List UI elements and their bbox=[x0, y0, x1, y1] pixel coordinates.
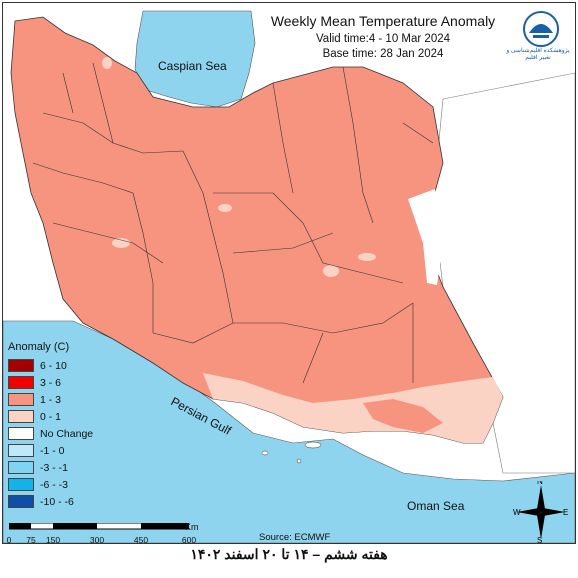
base-time: Base time: 28 Jan 2024 bbox=[322, 48, 444, 60]
iran-anomaly-1-3-pocket bbox=[363, 399, 443, 433]
scale-label: 0 bbox=[6, 535, 12, 544]
legend-label: 3 - 6 bbox=[40, 376, 62, 389]
legend-label: -6 - -3 bbox=[40, 478, 69, 491]
legend-title: Anomaly (C) bbox=[8, 341, 70, 353]
legend-swatch bbox=[8, 444, 34, 457]
spot-0-1-a bbox=[218, 204, 232, 212]
scale-label: 75 bbox=[26, 535, 36, 544]
legend-label: 0 - 1 bbox=[40, 410, 62, 423]
legend-swatch bbox=[8, 410, 34, 423]
legend-row: -3 - -1 bbox=[8, 459, 98, 476]
compass-w: W bbox=[513, 508, 521, 517]
legend-row: 1 - 3 bbox=[8, 391, 98, 408]
compass-e: E bbox=[563, 508, 568, 517]
legend-row: -10 - -6 bbox=[8, 493, 98, 510]
gulf-islands bbox=[261, 441, 322, 464]
legend-label: No Change bbox=[40, 427, 94, 440]
legend: Anomaly (C) 6 - 10 3 - 6 1 - 3 0 - 1 No Chan… bbox=[8, 341, 98, 510]
scale-label: 300 bbox=[89, 535, 105, 544]
legend-label: -1 - 0 bbox=[40, 444, 65, 457]
spot-0-1-b bbox=[112, 238, 130, 248]
province-boundaries bbox=[32, 62, 434, 384]
spot-0-1-d bbox=[358, 253, 376, 261]
scale-labels: 0 75 150 300 450 600 bbox=[3, 535, 203, 544]
oman-sea-label: Oman Sea bbox=[407, 499, 465, 513]
legend-swatch bbox=[8, 495, 34, 508]
map-canvas bbox=[3, 10, 575, 543]
legend-swatch bbox=[8, 478, 34, 491]
caspian-sea bbox=[134, 10, 256, 108]
caspian-sea-label: Caspian Sea bbox=[158, 59, 227, 73]
iran-no-change-east bbox=[408, 189, 443, 285]
valid-time: Valid time:4 - 10 Mar 2024 bbox=[315, 33, 451, 45]
legend-label: -10 - -6 bbox=[40, 495, 74, 508]
legend-label: 1 - 3 bbox=[40, 393, 62, 406]
legend-row: 0 - 1 bbox=[8, 408, 98, 425]
compass-s: S bbox=[537, 536, 542, 543]
map-title: Weekly Mean Temperature Anomaly bbox=[270, 13, 496, 29]
legend-label: -3 - -1 bbox=[40, 461, 69, 474]
legend-swatch bbox=[8, 427, 34, 440]
legend-label: 6 - 10 bbox=[40, 359, 67, 372]
legend-row: No Change bbox=[8, 425, 98, 442]
footer-caption: هفته ششم – ۱۴ تا ۲۰ اسفند ۱۴۰۲ bbox=[190, 546, 388, 562]
legend-row: -6 - -3 bbox=[8, 476, 98, 493]
scale-label: 150 bbox=[45, 535, 61, 544]
legend-swatch bbox=[8, 376, 34, 389]
logo-text: پژوهشکده اقلیم‌شناسی و تغییر اقلیم bbox=[506, 48, 570, 61]
spot-0-1-e bbox=[102, 57, 112, 69]
compass-n: N bbox=[537, 481, 543, 486]
compass-rose: N S W E bbox=[513, 481, 568, 543]
scale-label: 600 bbox=[181, 535, 197, 544]
scale-label: 450 bbox=[133, 535, 149, 544]
map-frame: Weekly Mean Temperature Anomaly Valid ti… bbox=[2, 2, 576, 544]
spot-0-1-c bbox=[323, 265, 339, 277]
legend-swatch bbox=[8, 393, 34, 406]
scale-bar bbox=[9, 523, 189, 530]
scale-unit: Km bbox=[185, 522, 199, 532]
legend-row: 6 - 10 bbox=[8, 357, 98, 374]
legend-row: 3 - 6 bbox=[8, 374, 98, 391]
institute-logo bbox=[511, 9, 571, 65]
legend-row: -1 - 0 bbox=[8, 442, 98, 459]
legend-swatch bbox=[8, 359, 34, 372]
legend-swatch bbox=[8, 461, 34, 474]
source-label: Source: ECMWF bbox=[259, 532, 331, 543]
